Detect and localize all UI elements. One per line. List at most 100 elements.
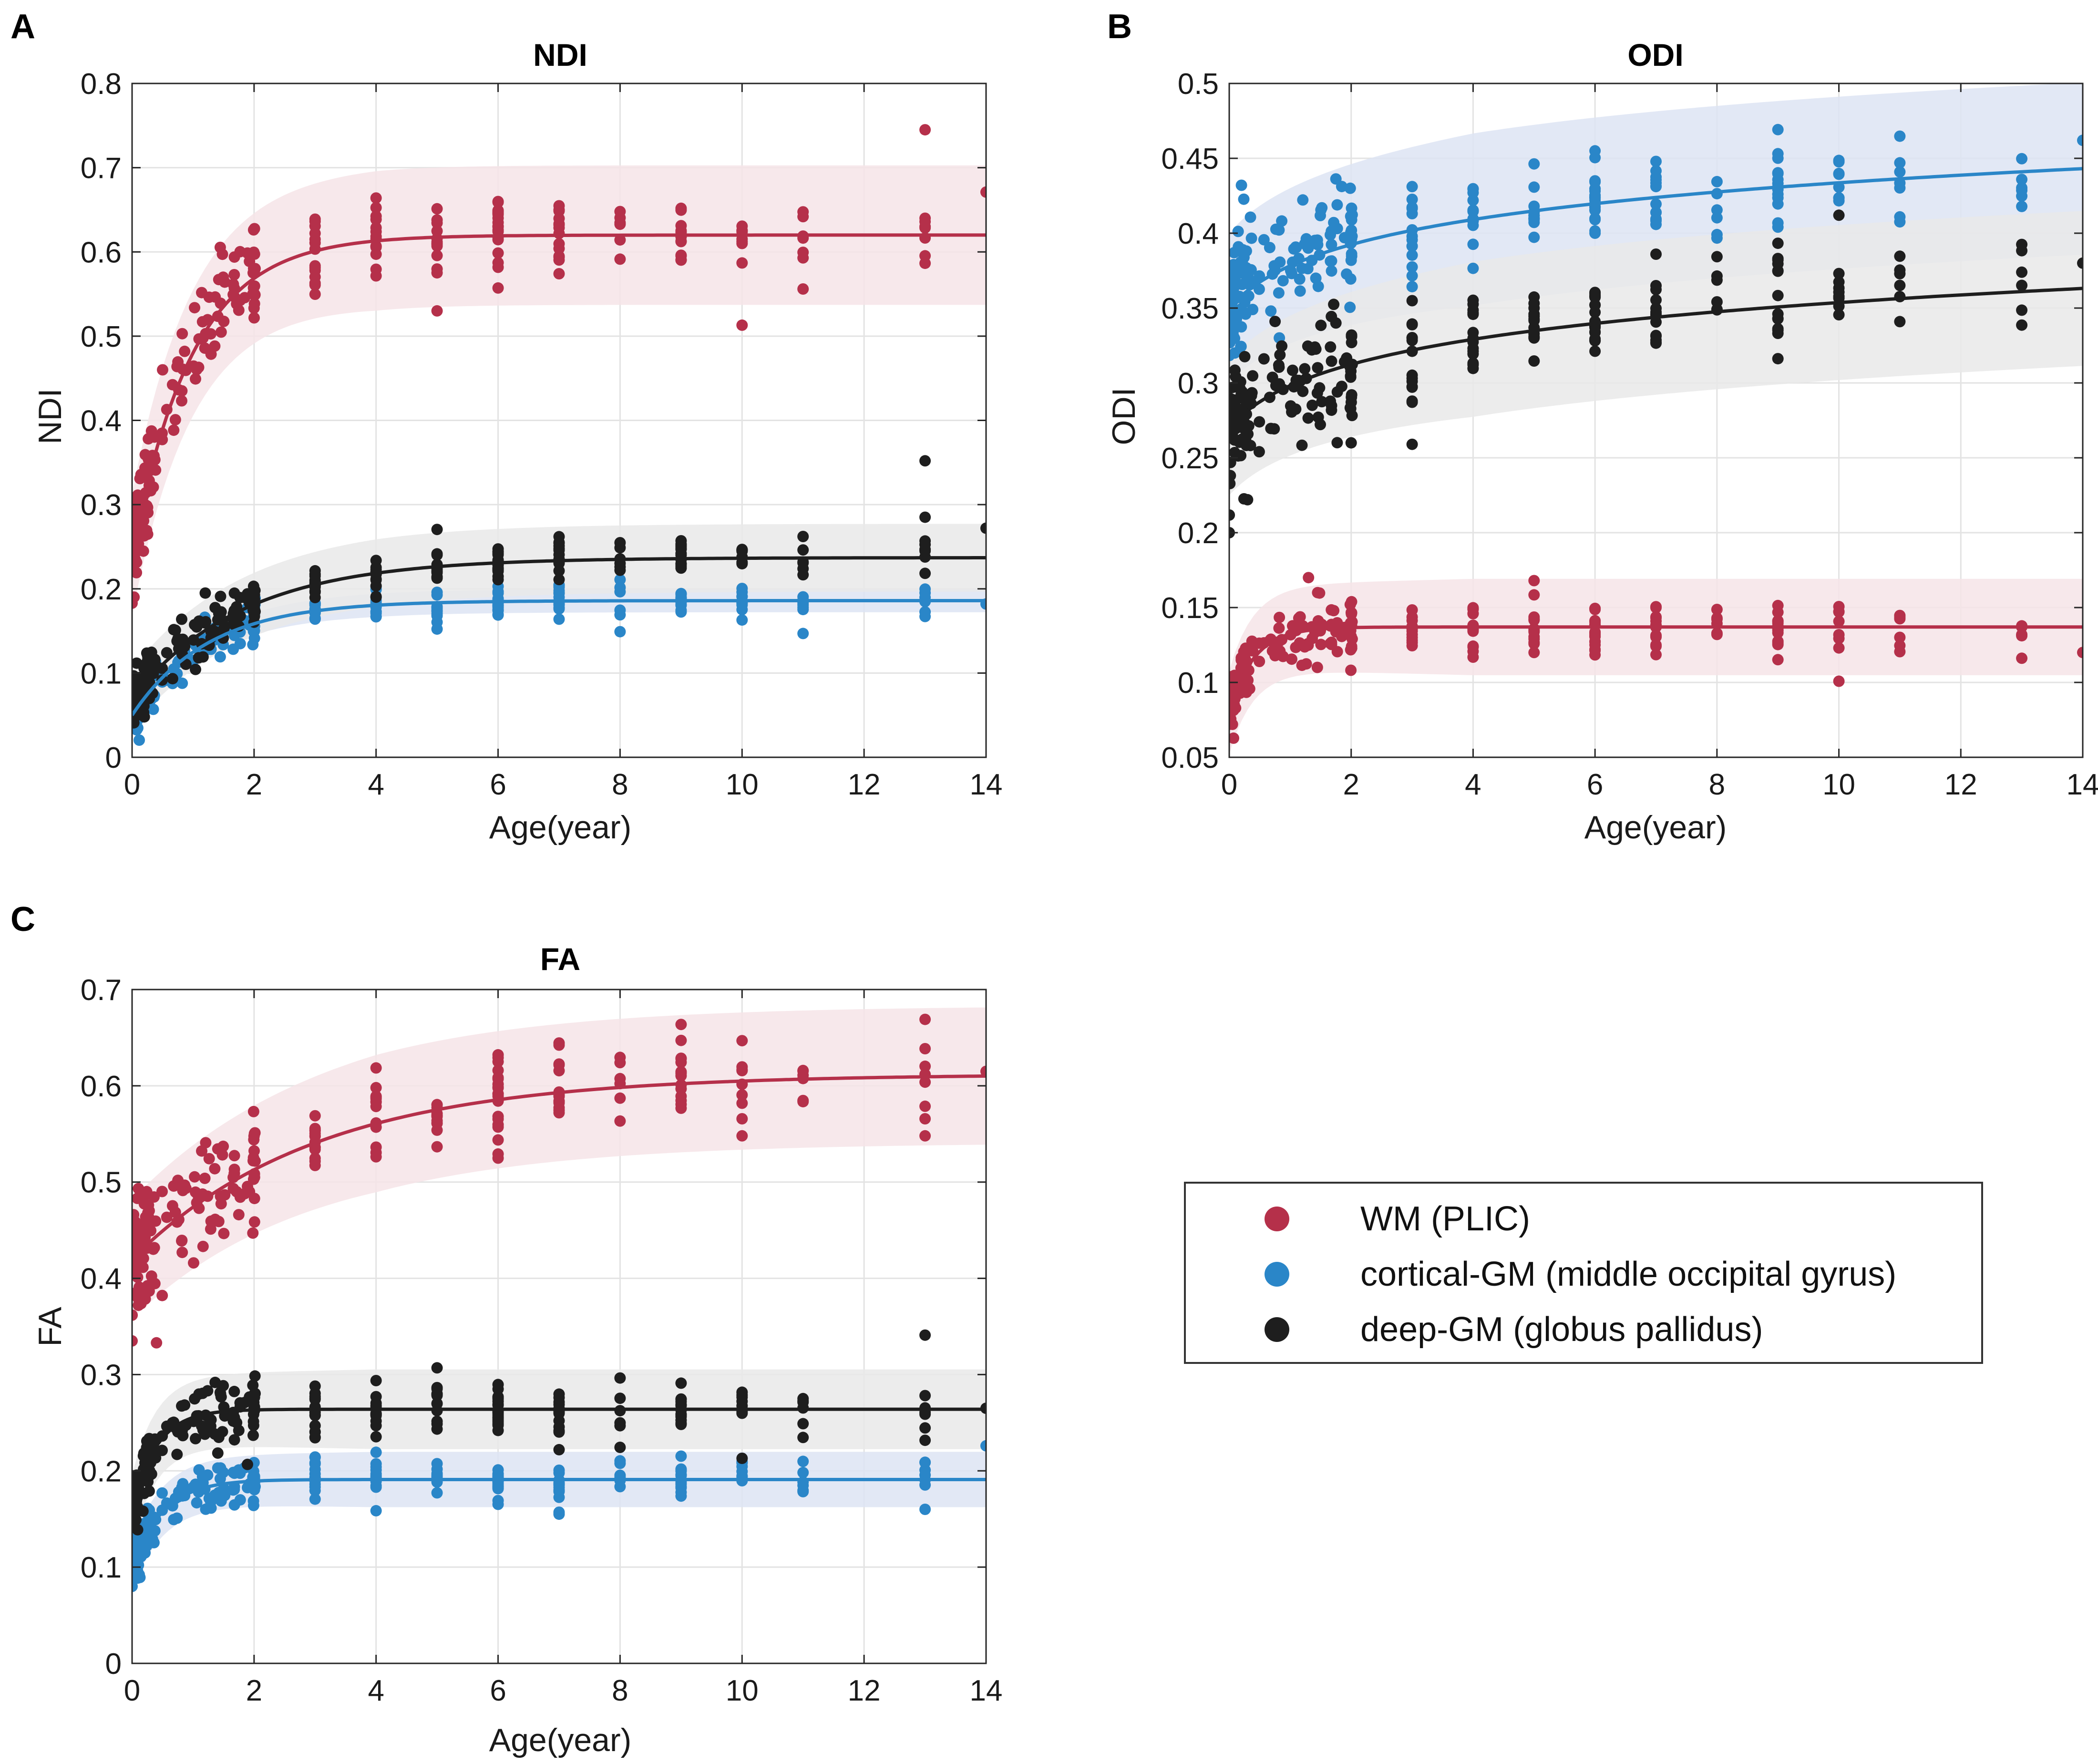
data-point-cgm [370,611,382,623]
data-point-wm [132,1271,144,1283]
plot-area-fa: 0 2 4 6 8 10 12 14 0 0.1 0.2 0.3 0.4 0.5 0.6 0.7 [81,974,1003,1707]
data-point-dgm [1302,412,1314,424]
data-point-dgm [1772,308,1784,320]
ci-band-wm [132,1007,986,1319]
data-point-dgm [1325,395,1336,407]
data-point-cgm [248,632,260,644]
data-point-cgm [1772,198,1784,210]
scatter-wm [132,124,986,609]
data-point-wm [492,1049,504,1061]
data-point-dgm [1229,382,1237,393]
data-point-dgm [1253,446,1265,458]
data-point-dgm [1894,291,1906,302]
data-point-dgm [1229,364,1241,376]
data-point-cgm [1245,232,1257,244]
data-point-dgm [370,1431,382,1443]
data-point-cgm [431,602,443,614]
x-tick-label: 6 [490,768,506,801]
data-point-dgm [1772,237,1784,249]
data-point-cgm [219,1489,231,1501]
data-point-cgm [1406,194,1418,205]
data-point-wm [492,1064,504,1076]
x-tick-label: 4 [368,768,384,801]
data-point-dgm [2016,304,2028,316]
data-point-dgm [1331,437,1343,449]
data-point-wm [1650,631,1662,643]
axes-frame [1228,83,2084,758]
data-point-wm [166,379,178,391]
data-point-dgm [1240,434,1252,446]
data-point-cgm [227,1484,239,1496]
data-point-wm [1711,627,1723,639]
data-point-cgm [1406,240,1418,252]
y-tick-label: 0.4 [1178,217,1219,250]
data-point-dgm [1346,389,1358,401]
data-point-dgm [1589,333,1601,345]
data-point-cgm [614,1481,626,1493]
data-point-cgm [309,1493,321,1505]
data-point-wm [1229,718,1235,730]
data-point-dgm [179,1399,191,1411]
data-point-wm [797,283,809,295]
data-point-wm [132,1335,138,1347]
data-point-cgm [1772,148,1784,160]
data-point-wm [1302,640,1314,651]
x-tick-label: 2 [1343,768,1359,801]
data-point-dgm [919,1390,931,1402]
data-point-wm [1833,642,1845,654]
data-point-dgm [1894,279,1906,291]
panel-fa: C FA Age(year) FA 0 2 4 6 8 10 12 1400.10.20.30… [10,900,1002,1758]
data-point-cgm [492,1475,504,1487]
chart-title-ndi: NDI [533,37,587,72]
x-tick-label: 4 [1465,768,1481,801]
x-tick-label: 12 [848,1674,881,1707]
data-point-wm [675,1019,687,1031]
data-point-dgm [1235,392,1247,404]
scatter-dgm [132,455,986,729]
data-point-wm [190,373,201,385]
data-point-cgm [1467,204,1479,216]
data-point-dgm [1254,416,1265,428]
data-point-cgm [1406,261,1418,273]
data-point-wm [176,1235,188,1246]
data-point-wm [492,282,504,294]
data-point-wm [1345,664,1357,676]
y-tick-label: 0.4 [81,405,122,438]
data-point-cgm [1277,275,1289,287]
data-point-cgm [1245,264,1257,276]
data-point-dgm [431,1362,443,1374]
axes-frame [131,989,987,1664]
x-tick-label: 12 [848,768,881,801]
data-point-cgm [1833,192,1845,204]
data-point-dgm [197,651,209,663]
data-point-wm [234,246,246,258]
data-point-wm [614,1052,626,1063]
data-point-wm [205,1215,217,1227]
panel-odi: B ODI Age(year) ODI 0 2 4 6 8 10 12 14 0.05 0.1 0.… [1106,8,2098,846]
data-point-dgm [492,1383,504,1395]
data-point-wm [189,302,201,314]
data-point-cgm [309,1451,321,1463]
data-point-cgm [1235,179,1247,191]
data-point-cgm [1302,263,1314,275]
data-point-wm [309,1110,321,1122]
data-point-wm [1711,612,1723,624]
data-point-dgm [248,1388,260,1400]
data-point-dgm [1274,349,1286,361]
x-tick-label: 0 [124,768,140,801]
plot-area-odi: 0 2 4 6 8 10 12 14 0.05 0.1 0.15 0.2 0.25 0.3 0.35 0.4 0… [1161,68,2098,801]
data-point-wm [736,319,748,331]
data-point-wm [132,490,144,502]
data-point-wm [161,1211,173,1223]
data-point-dgm [1406,332,1418,344]
data-point-wm [179,345,191,357]
data-point-dgm [1467,294,1479,306]
data-point-cgm [675,1450,687,1462]
data-point-dgm [132,1506,138,1518]
data-point-dgm [1467,357,1479,369]
data-point-cgm [1331,199,1343,211]
tick-labels-odi: 0 2 4 6 8 10 12 14 0.05 0.1 0.15 0.2 0.25 0.3 0.35 0.4 0… [1161,68,2098,801]
data-point-wm [248,302,260,314]
data-point-wm [736,1130,748,1142]
data-point-cgm [1229,332,1241,344]
